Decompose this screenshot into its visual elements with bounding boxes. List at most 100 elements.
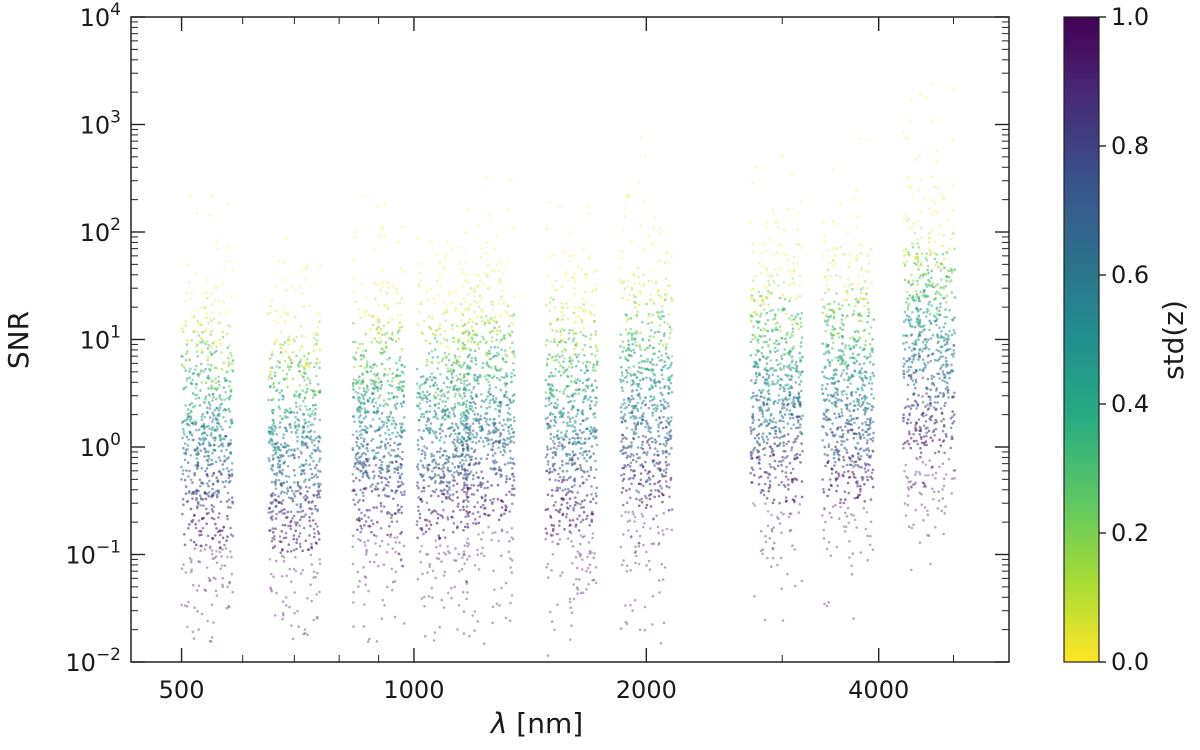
scatter-point [621,486,625,490]
scatter-point [195,345,198,349]
scatter-point [435,521,439,525]
scatter-point [417,302,421,306]
scatter-point [465,505,469,508]
scatter-point [301,509,305,513]
scatter-point [628,293,631,297]
scatter-point [398,321,402,324]
scatter-point [632,294,636,297]
scatter-point [556,542,559,546]
scatter-point [639,331,642,335]
scatter-point [376,451,380,455]
scatter-point [636,420,640,424]
scatter-point [622,446,626,450]
scatter-point [468,303,472,306]
scatter-point [221,335,225,339]
scatter-point [419,396,423,400]
scatter-point [473,505,476,509]
scatter-point [442,528,446,532]
scatter-point [398,508,402,511]
scatter-point [638,534,642,538]
scatter-point [182,430,185,434]
scatter-point [284,445,288,448]
scatter-point [302,371,306,375]
scatter-point [473,610,477,613]
scatter-point [274,527,277,530]
scatter-point [451,425,454,429]
scatter-point [434,430,438,434]
scatter-point [509,418,512,421]
scatter-point [422,479,426,482]
scatter-point [619,281,622,284]
scatter-point [556,532,560,536]
scatter-point [211,474,214,478]
scatter-point [620,491,624,494]
scatter-point [396,468,400,472]
scatter-point [194,543,198,547]
scatter-point [381,226,385,229]
scatter-point [403,493,406,496]
scatter-point [283,426,287,430]
scatter-point [273,472,276,476]
scatter-point [637,266,640,270]
scatter-point [487,424,491,427]
scatter-point [217,491,220,495]
scatter-point [550,494,554,498]
scatter-point [668,366,671,369]
scatter-point [577,353,581,357]
scatter-point [431,476,435,480]
scatter-point [443,329,447,333]
scatter-point [388,415,391,419]
scatter-point [621,503,625,507]
scatter-point [206,316,209,320]
scatter-point [369,315,373,318]
scatter-point [475,315,479,319]
scatter-point [375,446,379,449]
scatter-point [301,435,304,439]
scatter-point [299,408,302,411]
scatter-point [482,507,486,510]
scatter-point [188,557,192,560]
scatter-point [364,415,368,419]
scatter-point [472,436,476,439]
scatter-point [293,474,297,477]
scatter-point [310,599,314,603]
scatter-point [561,445,565,448]
scatter-point [656,525,660,529]
scatter-point [498,421,502,425]
scatter-point [281,617,285,621]
scatter-point [210,516,214,520]
scatter-point [207,387,210,390]
scatter-point [640,446,643,450]
scatter-point [476,548,479,552]
scatter-point [396,314,399,318]
scatter-point [386,280,390,283]
scatter-point [580,267,584,271]
scatter-point [649,493,653,496]
scatter-point [415,382,419,385]
scatter-point [359,455,363,459]
scatter-point [651,623,654,626]
scatter-point [380,463,383,467]
scatter-point [492,355,495,359]
scatter-point [645,302,648,306]
scatter-point [219,459,222,462]
scatter-point [469,287,472,290]
scatter-point [642,484,645,488]
scatter-point [468,353,471,357]
scatter-point [352,479,355,483]
scatter-point [634,405,638,408]
scatter-point [417,468,420,471]
scatter-point [661,393,664,397]
scatter-point [504,504,508,507]
scatter-point [552,395,556,399]
scatter-point [371,418,375,421]
scatter-point [466,435,470,439]
scatter-point [386,403,390,407]
scatter-point [229,533,233,536]
scatter-point [467,306,471,310]
scatter-point [626,463,630,467]
scatter-point [561,318,564,321]
scatter-point [355,467,359,470]
scatter-point [312,475,316,479]
scatter-point [474,402,477,406]
